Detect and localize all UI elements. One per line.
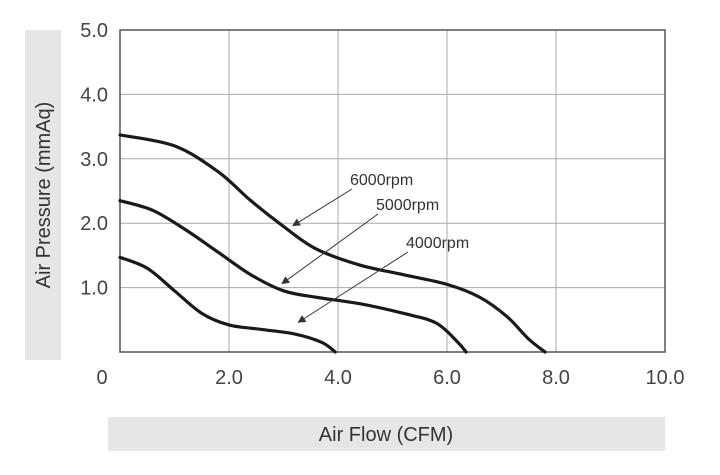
x-tick-label: 6.0 xyxy=(433,367,461,389)
series-line-6000rpm xyxy=(118,133,547,354)
y-axis-title: Air Pressure (mmAq) xyxy=(33,102,55,289)
series-label-6000rpm: 6000rpm xyxy=(350,172,413,189)
series-arrow-5000rpm xyxy=(281,213,379,285)
series-label-4000rpm: 4000rpm xyxy=(406,235,469,252)
tick-labels: 0 2.0 4.0 6.0 8.0 10.0 1.0 2.0 3.0 4.0 5.0 xyxy=(80,20,684,389)
y-tick-label: 3.0 xyxy=(80,149,108,171)
series-line-4000rpm xyxy=(118,255,337,354)
x-tick-label: 0 xyxy=(96,367,107,389)
x-tick-label: 10.0 xyxy=(646,367,685,389)
ylabel-bar xyxy=(25,30,61,360)
series-line-5000rpm xyxy=(118,199,468,354)
series-lines xyxy=(118,133,547,354)
x-tick-label: 4.0 xyxy=(324,367,352,389)
y-tick-label: 2.0 xyxy=(80,213,108,235)
plot-frame xyxy=(119,29,666,353)
y-tick-label: 1.0 xyxy=(80,278,108,300)
y-tick-label: 4.0 xyxy=(80,84,108,106)
x-tick-label: 8.0 xyxy=(542,367,570,389)
y-tick-label: 5.0 xyxy=(80,20,108,42)
xlabel-bar xyxy=(108,417,665,451)
grid xyxy=(120,30,665,352)
x-axis-title: Air Flow (CFM) xyxy=(319,424,453,446)
series-annotations: 6000rpm 5000rpm 4000rpm xyxy=(281,172,469,323)
series-arrow-4000rpm xyxy=(297,251,409,323)
x-tick-label: 2.0 xyxy=(215,367,243,389)
series-label-5000rpm: 5000rpm xyxy=(376,197,439,214)
series-arrow-6000rpm xyxy=(292,188,353,227)
